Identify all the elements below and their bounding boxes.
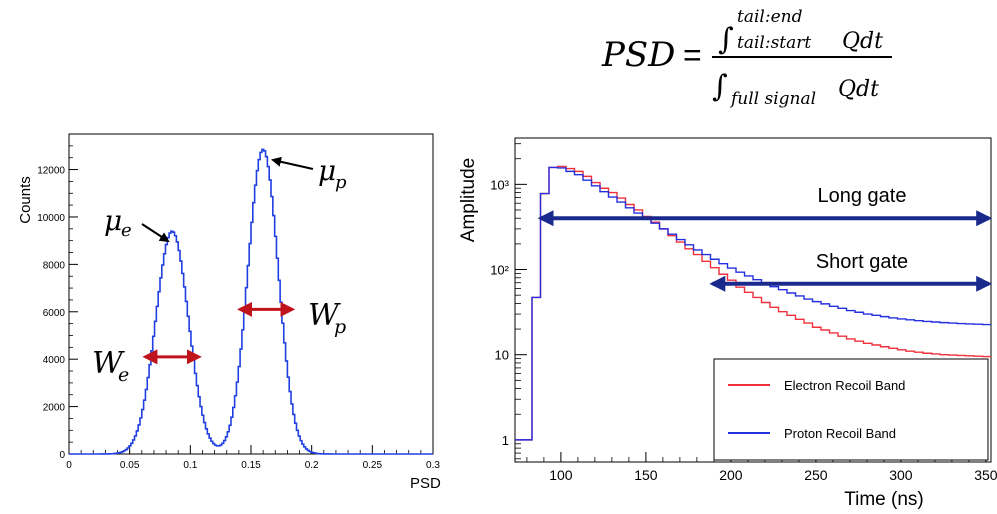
mu-p-annotation: μ p: [271, 154, 347, 193]
left-x-tick-label: 0.25: [363, 460, 383, 471]
left-y-tick-label: 8000: [43, 260, 66, 271]
psd-histogram: 0 0.05 0.1 0.15 0.2 0.25 0.3 0 2000 4000 6000 8000 1…: [17, 133, 441, 492]
right-y-tick-label: 1: [502, 433, 509, 448]
left-y-tick-label: 4000: [43, 355, 66, 366]
left-x-tick-label: 0.3: [426, 460, 440, 471]
right-y-tick-label: 10³: [490, 177, 509, 192]
mu-e-annotation: μ e: [104, 204, 170, 243]
long-gate-label: Long gate: [818, 185, 907, 207]
num-integral-sign: ∫: [718, 22, 734, 57]
left-y-tick-label: 12000: [37, 166, 65, 177]
mu-p-subscript: p: [335, 172, 347, 193]
mu-e-subscript: e: [121, 220, 132, 241]
w-e-subscript: e: [118, 364, 129, 386]
w-p-annotation: W p: [308, 298, 346, 338]
mu-e-symbol: μ: [104, 204, 122, 237]
right-x-tick-label: 300: [889, 467, 913, 483]
formula-lhs: PSD: [601, 35, 675, 75]
right-y-tick-label: 10²: [490, 263, 509, 278]
legend-box: [713, 358, 989, 461]
gate-arrows: Long gate Short gate: [537, 185, 993, 292]
legend-electron-label: Electron Recoil Band: [784, 378, 905, 393]
den-integrand: Qdt: [838, 77, 879, 102]
den-integral-sign: ∫: [712, 69, 728, 104]
right-x-tick-label: 150: [634, 467, 658, 483]
left-x-tick-label: 0.2: [305, 460, 319, 471]
w-e-symbol: W: [92, 346, 125, 381]
num-integrand: Qdt: [842, 29, 883, 54]
right-x-tick-label: 100: [549, 467, 573, 483]
w-p-symbol: W: [308, 298, 341, 333]
left-axes: 0 0.05 0.1 0.15 0.2 0.25 0.3 0 2000 4000 6000 8000 1…: [37, 145, 440, 471]
short-gate-label: Short gate: [816, 251, 908, 273]
psd-distribution-curve: [69, 148, 433, 455]
amplitude-waveform-chart: 100 150 200 250 300 350 1 10 10² 10³ Long gate Sho…: [458, 137, 997, 510]
right-plot-frame: [514, 137, 992, 463]
formula-equals: =: [683, 37, 702, 73]
left-y-tick-label: 10000: [37, 213, 65, 224]
left-y-tick-label: 6000: [43, 308, 66, 319]
w-p-subscript: p: [334, 316, 346, 338]
num-lower-limit: tail:start: [737, 33, 811, 53]
den-lower-limit: full signal: [729, 89, 816, 109]
psd-formula: PSD = ∫ tail:end tail:start Qdt ∫ full s…: [601, 7, 892, 109]
left-x-axis-label: PSD: [410, 475, 441, 492]
right-x-tick-label: 350: [974, 467, 997, 483]
right-x-tick-label: 200: [719, 467, 743, 483]
right-y-axis-label: Amplitude: [458, 158, 479, 243]
left-x-tick-label: 0: [66, 460, 72, 471]
mu-p-pointer-arrow: [271, 156, 314, 170]
left-y-tick-label: 2000: [43, 403, 66, 414]
legend: Electron Recoil Band Proton Recoil Band: [713, 358, 989, 461]
left-plot-frame: [68, 133, 434, 455]
right-x-axis-label: Time (ns): [844, 489, 924, 510]
num-upper-limit: tail:end: [737, 7, 803, 27]
left-y-axis-label: Counts: [17, 176, 34, 224]
w-e-annotation: W e: [92, 346, 129, 386]
electron-recoil-band-line: [515, 165, 991, 441]
left-x-tick-label: 0.05: [120, 460, 140, 471]
right-y-tick-label: 10: [495, 348, 509, 363]
mu-e-pointer-arrow: [141, 223, 170, 243]
legend-proton-label: Proton Recoil Band: [784, 426, 896, 441]
left-x-tick-label: 0.15: [241, 460, 261, 471]
mu-p-symbol: μ: [318, 154, 336, 187]
left-x-tick-label: 0.1: [183, 460, 197, 471]
left-y-tick-label: 0: [59, 450, 65, 461]
right-x-tick-label: 250: [804, 467, 828, 483]
